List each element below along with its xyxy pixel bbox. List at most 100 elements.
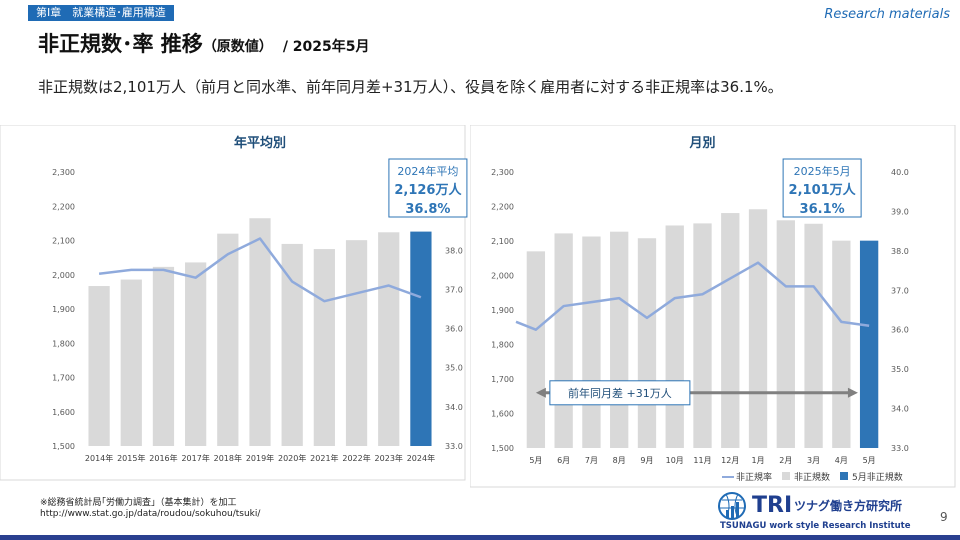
bar	[665, 225, 684, 448]
source-url[interactable]: http://www.stat.go.jp/data/roudou/sokuho…	[40, 509, 261, 519]
legend-label: 非正規数	[794, 471, 830, 483]
annotation-text-3: 36.8%	[405, 202, 450, 217]
bar	[554, 233, 573, 448]
tri-logo: TRI ツナグ働き方研究所 TSUNAGU work style Researc…	[718, 492, 911, 531]
y-right-tick-label: 33.0	[445, 442, 463, 451]
y-right-tick-label: 33.0	[891, 444, 909, 453]
y-left-tick-label: 1,500	[52, 442, 75, 451]
bar	[582, 236, 601, 448]
bar	[776, 220, 795, 448]
bar	[88, 286, 110, 446]
x-tick-label: 7月	[585, 456, 598, 465]
x-tick-label: 2月	[779, 456, 792, 465]
x-tick-label: 3月	[807, 456, 820, 465]
x-tick-label: 2021年	[310, 453, 338, 463]
y-left-tick-label: 2,100	[491, 237, 514, 246]
legend-label: 非正規率	[736, 471, 772, 483]
bar	[693, 223, 712, 448]
y-left-tick-label: 1,900	[491, 306, 514, 315]
arrow-head-right-icon	[847, 387, 858, 398]
x-tick-label: 5月	[529, 456, 542, 465]
source-note: ※総務省統計局｢労働力調査｣（基本集計）を加工	[40, 498, 237, 508]
x-tick-label: 2020年	[278, 453, 306, 463]
bar	[281, 243, 303, 446]
annotation-text-3: 36.1%	[800, 202, 845, 217]
bar	[721, 213, 740, 448]
bar	[637, 238, 657, 448]
x-tick-label: 2014年	[85, 453, 113, 463]
title-date: / 2025年5月	[282, 39, 370, 55]
logo-jp-text: ツナグ働き方研究所	[794, 498, 902, 513]
y-left-tick-label: 1,600	[491, 410, 514, 419]
legend-label: 5月非正規数	[852, 471, 903, 483]
y-left-tick-label: 1,600	[52, 408, 75, 417]
logo-en-text: TSUNAGU work style Research Institute	[720, 521, 911, 531]
lead-text: 非正規数は2,101万人（前月と同水準、前年同月差+31万人）、役員を除く雇用者…	[38, 78, 783, 96]
bar	[152, 266, 175, 446]
arrow-label: 前年同月差 +31万人	[568, 386, 672, 400]
y-right-tick-label: 38.0	[891, 247, 909, 256]
y-left-tick-label: 2,000	[52, 271, 75, 280]
annotation-text-2: 2,101万人	[789, 182, 857, 198]
page-number: 9	[940, 510, 948, 524]
chart-title: 年平均別	[234, 135, 286, 151]
y-left-tick-label: 1,500	[491, 444, 514, 453]
x-tick-label: 2023年	[375, 453, 403, 463]
x-tick-label: 2024年	[407, 453, 435, 463]
y-right-tick-label: 35.0	[891, 365, 909, 374]
y-left-tick-label: 1,800	[491, 341, 514, 350]
x-tick-label: 11月	[693, 456, 711, 465]
x-tick-label: 9月	[640, 456, 653, 465]
y-right-tick-label: 39.0	[891, 207, 909, 216]
footer-bar	[0, 535, 960, 540]
y-right-tick-label: 40.0	[891, 168, 909, 177]
logo-globe-icon	[718, 492, 746, 520]
y-left-tick-label: 2,200	[52, 202, 75, 211]
y-right-tick-label: 38.0	[445, 246, 463, 255]
bar	[217, 233, 239, 446]
legend-bar-swatch	[782, 472, 790, 480]
x-tick-label: 2016年	[149, 453, 177, 463]
bar	[313, 249, 335, 446]
y-right-tick-label: 37.0	[445, 285, 463, 294]
monthly-chart: 月別 1,500 1,600 1,700 1,800 1,900 2,000 2,100 2,2…	[470, 125, 956, 488]
annotation-text-1: 2024年平均	[397, 164, 458, 178]
bar	[832, 240, 851, 448]
arrow-label-box	[549, 380, 691, 406]
y-left-tick-label: 2,100	[52, 237, 75, 246]
x-tick-label: 2022年	[342, 453, 370, 463]
rate-line	[98, 237, 422, 303]
legend-bar-swatch	[840, 472, 848, 480]
y-left-tick-label: 2,300	[52, 168, 75, 177]
chapter-tag: 第Ⅰ章 就業構造･雇用構造	[28, 5, 174, 21]
y-right-tick-label: 34.0	[891, 405, 909, 414]
bar	[610, 231, 629, 448]
y-right-tick-label: 37.0	[891, 286, 909, 295]
annotation-box	[388, 158, 468, 218]
page-title: 非正規数･率 推移（原数値） / 2025年5月	[38, 28, 370, 58]
x-tick-label: 12月	[721, 456, 739, 465]
research-materials-label: Research materials	[824, 7, 950, 22]
title-main: 非正規数･率 推移	[38, 32, 203, 56]
y-left-tick-label: 2,000	[491, 272, 514, 281]
x-tick-label: 1月	[751, 456, 764, 465]
bar	[378, 232, 400, 446]
annotation-box	[782, 158, 862, 218]
x-tick-label: 6月	[557, 456, 570, 465]
arrow-head-left-icon	[535, 387, 546, 398]
annotation-text-1: 2025年5月	[794, 164, 851, 178]
y-left-tick-label: 2,200	[491, 203, 514, 212]
x-tick-label: 2019年	[246, 453, 274, 463]
bar	[526, 251, 546, 448]
y-left-tick-label: 1,900	[52, 305, 75, 314]
bar	[804, 223, 823, 448]
bar	[345, 240, 368, 446]
annotation-text-2: 2,126万人	[394, 182, 462, 198]
bar	[249, 218, 271, 446]
y-left-tick-label: 1,700	[52, 374, 75, 383]
x-tick-label: 2018年	[214, 453, 242, 463]
x-tick-label: 2017年	[181, 453, 209, 463]
y-right-tick-label: 36.0	[891, 326, 909, 335]
annual-chart: 年平均別 1,500 1,600 1,700 1,800 1,900 2,000 2,100 2…	[0, 125, 468, 481]
y-right-tick-label: 35.0	[445, 364, 463, 373]
